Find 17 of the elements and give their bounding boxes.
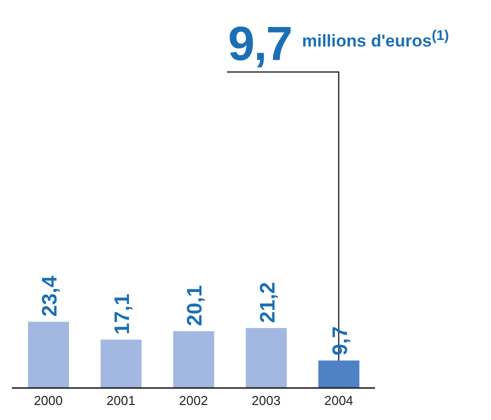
bar (246, 328, 287, 388)
x-tick-label: 2004 (324, 393, 354, 408)
x-tick-label: 2000 (34, 393, 63, 408)
annotation: 9,7 (228, 18, 292, 71)
bar (173, 331, 214, 388)
bar (100, 340, 142, 388)
x-tick-label: 2003 (252, 393, 281, 408)
bar (318, 360, 360, 388)
text: millions d'euros$^{(1)}$ (302, 28, 449, 52)
data-label: 21,2 (256, 282, 280, 323)
bar (28, 322, 69, 388)
x-tick-label: 2002 (179, 393, 208, 408)
data-label: 23,4 (38, 276, 62, 317)
data-label: 17,1 (111, 293, 134, 335)
data-label: 20,1 (184, 284, 207, 326)
data-label: 9,7 (328, 326, 352, 356)
x-tick-label: 2001 (106, 393, 136, 408)
